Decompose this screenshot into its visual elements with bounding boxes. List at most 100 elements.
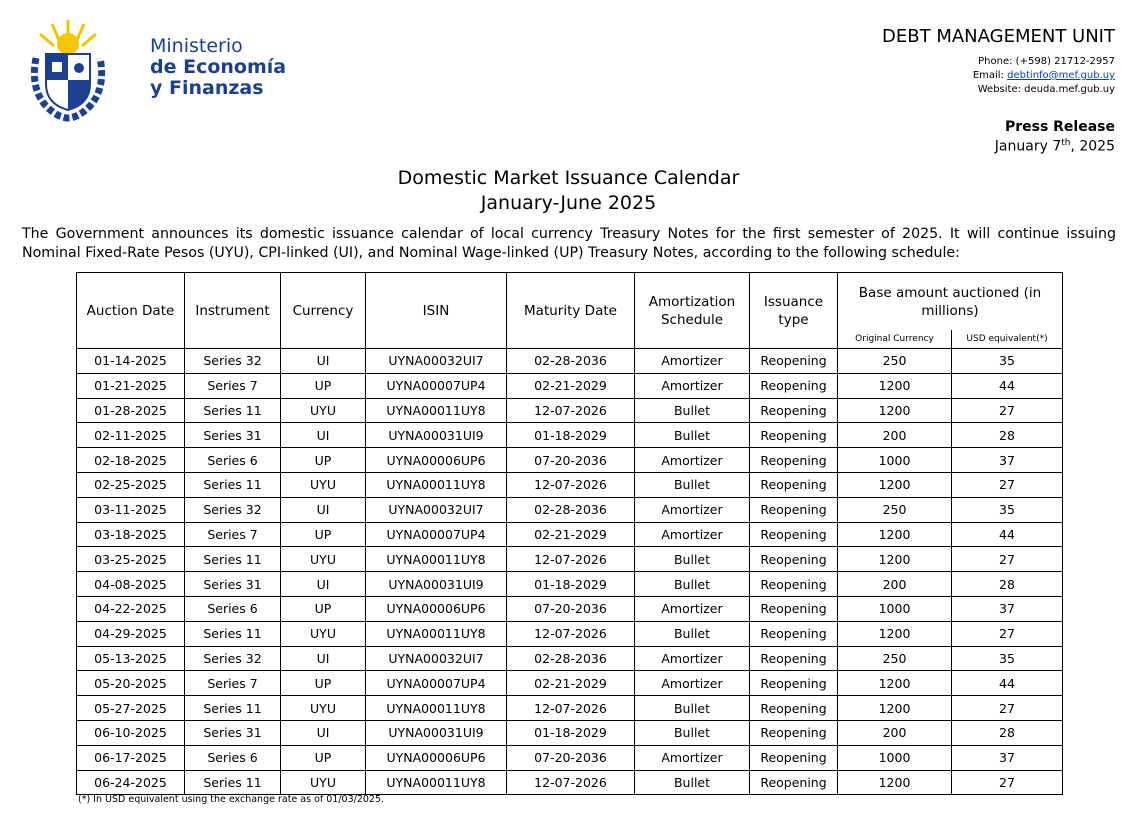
table-cell: 27 (951, 471, 1063, 498)
shield-icon (52, 62, 62, 72)
table-cell: UI (280, 571, 366, 597)
table-cell: UP (280, 372, 366, 399)
table-cell: Bullet (634, 769, 750, 796)
table-cell: Reopening (749, 546, 838, 573)
header-row: Auction Date Instrument Currency ISIN Maturi… (76, 272, 1063, 349)
table-cell: 01-14-2025 (76, 348, 185, 374)
table-cell: Reopening (749, 372, 838, 399)
table-row: 02-18-2025 Series 6 UP UYNA00006UP6 07-20-20… (76, 447, 1063, 473)
table-cell: Series 32 (184, 496, 281, 523)
subcolumn-header: Original Currency (837, 330, 952, 349)
table-row: 05-20-2025 Series 7 UP UYNA00007UP4 02-21-20… (76, 670, 1063, 697)
table-cell: 05-13-2025 (76, 645, 185, 672)
ministry-logo (30, 20, 106, 122)
table-cell: UP (280, 744, 366, 771)
table-cell: UYNA00011UY8 (365, 769, 507, 796)
table-row: 03-11-2025 Series 32 UI UYNA00032UI7 02-28-2… (76, 496, 1063, 523)
group-header: Base amount auctioned (in millions) (837, 272, 1063, 330)
table-cell: Bullet (634, 546, 750, 573)
table-cell: Series 11 (184, 695, 281, 721)
table-row: 05-13-2025 Series 32 UI UYNA00032UI7 02-28-2… (76, 645, 1063, 672)
table-cell: 200 (837, 571, 952, 597)
email-link[interactable]: debtinfo@mef.gub.uy (1007, 70, 1115, 81)
table-cell: Bullet (634, 620, 750, 647)
table-cell: UYU (280, 769, 366, 796)
table-cell: 01-18-2029 (506, 719, 635, 746)
table-cell: Series 31 (184, 571, 281, 597)
contact: Phone: (+598) 21712-2957 Email: debtinfo… (973, 55, 1115, 97)
table-cell: Reopening (749, 348, 838, 374)
subcolumn-header: USD equivalent(*) (951, 330, 1063, 349)
table-cell: UYNA00007UP4 (365, 670, 507, 697)
table-cell: 1200 (837, 769, 952, 796)
table-cell: 12-07-2026 (506, 471, 635, 498)
table-cell: Amortizer (634, 372, 750, 399)
table-row: 01-28-2025 Series 11 UYU UYNA00011UY8 12-07-… (76, 397, 1063, 424)
table-cell: Series 11 (184, 471, 281, 498)
table-cell: Reopening (749, 695, 838, 721)
email-line: Email: debtinfo@mef.gub.uy (973, 69, 1115, 83)
table-cell: 12-07-2026 (506, 769, 635, 796)
table-cell: UYU (280, 695, 366, 721)
table-cell: UYNA00007UP4 (365, 521, 507, 548)
date-suffix: th (1061, 138, 1071, 148)
table-cell: Series 7 (184, 670, 281, 697)
ministry-name: Ministerio de Economía y Finanzas (150, 36, 286, 99)
table-row: 03-18-2025 Series 7 UP UYNA00007UP4 02-21-20… (76, 521, 1063, 548)
table-cell: 02-11-2025 (76, 422, 185, 449)
table-cell: 01-18-2029 (506, 571, 635, 597)
table-cell: Amortizer (634, 645, 750, 672)
table-cell: 1000 (837, 447, 952, 473)
shield-icon (74, 63, 84, 73)
table-cell: UI (280, 422, 366, 449)
title-line: Domestic Market Issuance Calendar (397, 167, 740, 189)
unit-name: DEBT MANAGEMENT UNIT (882, 26, 1115, 47)
table-row: 01-21-2025 Series 7 UP UYNA00007UP4 02-21-20… (76, 372, 1063, 399)
table-cell: Bullet (634, 397, 750, 424)
table-cell: UYU (280, 620, 366, 647)
intro-paragraph: The Government announces its domestic is… (22, 226, 1116, 261)
table-cell: Reopening (749, 670, 838, 697)
table-cell: 05-27-2025 (76, 695, 185, 721)
table-cell: 04-29-2025 (76, 620, 185, 647)
table-cell: 250 (837, 645, 952, 672)
table-cell: 28 (951, 571, 1063, 597)
table-row: 05-27-2025 Series 11 UYU UYNA00011UY8 12-07-… (76, 695, 1063, 721)
table-row: 04-29-2025 Series 11 UYU UYNA00011UY8 12-07-… (76, 620, 1063, 647)
column-header: Currency (280, 272, 366, 349)
table-cell: 02-28-2036 (506, 348, 635, 374)
table-cell: Series 11 (184, 546, 281, 573)
table-cell: 12-07-2026 (506, 695, 635, 721)
table-head: Auction Date Instrument Currency ISIN Maturi… (76, 272, 1063, 349)
table-cell: 1200 (837, 397, 952, 424)
table-body: 01-14-2025 Series 32 UI UYNA00032UI7 02-28-2… (76, 348, 1063, 796)
table-cell: Reopening (749, 571, 838, 597)
table-cell: 28 (951, 719, 1063, 746)
table-cell: 35 (951, 496, 1063, 523)
table-cell: 02-21-2029 (506, 670, 635, 697)
table-cell: 27 (951, 695, 1063, 721)
table-cell: Reopening (749, 744, 838, 771)
website: Website: deuda.mef.gub.uy (977, 84, 1115, 95)
table-cell: 27 (951, 620, 1063, 647)
column-header: Auction Date (76, 272, 185, 349)
table-cell: 35 (951, 348, 1063, 374)
table-row: 04-08-2025 Series 31 UI UYNA00031UI9 01-18-2… (76, 571, 1063, 597)
table-cell: 07-20-2036 (506, 447, 635, 473)
table-cell: UYNA00011UY8 (365, 546, 507, 573)
table-cell: UYNA00032UI7 (365, 496, 507, 523)
table-cell: UYNA00011UY8 (365, 397, 507, 424)
table-row: 02-25-2025 Series 11 UYU UYNA00011UY8 12-07-… (76, 471, 1063, 498)
table-cell: 07-20-2036 (506, 595, 635, 622)
schedule-table: Auction Date Instrument Currency ISIN Maturi… (76, 272, 1063, 796)
table-cell: UYNA00006UP6 (365, 447, 507, 473)
table-cell: Reopening (749, 521, 838, 548)
table-cell: Bullet (634, 471, 750, 498)
table-cell: Series 7 (184, 521, 281, 548)
table-cell: 35 (951, 645, 1063, 672)
table-cell: Amortizer (634, 496, 750, 523)
table-cell: Reopening (749, 422, 838, 449)
table-cell: Reopening (749, 447, 838, 473)
table-cell: 02-18-2025 (76, 447, 185, 473)
table-cell: 02-25-2025 (76, 471, 185, 498)
